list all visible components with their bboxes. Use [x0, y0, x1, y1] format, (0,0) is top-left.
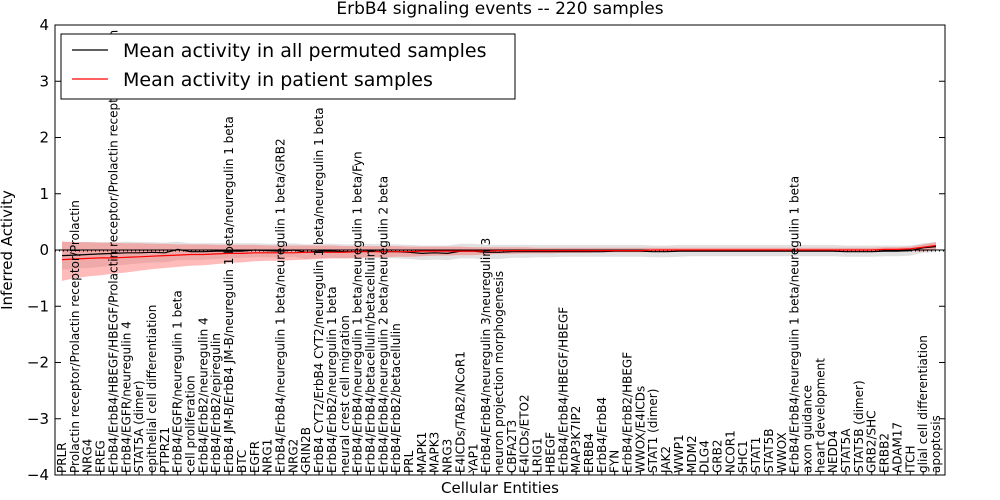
x-tick-label: PRL	[402, 450, 416, 473]
x-tick-label: ErbB4/ErbB4/neuregulin 1 beta/neuregulin…	[788, 176, 802, 473]
x-tick-label: neuron projection morphogenesis	[492, 271, 506, 473]
x-tick-label: ERBB4	[582, 433, 596, 473]
x-axis-label: Cellular Entities	[441, 479, 559, 497]
x-tick-label: ErbB4/EGFR/neuregulin 4	[119, 321, 133, 473]
x-tick-label: SHC1	[736, 440, 750, 473]
x-tick-label: WWOX/E4ICDs	[633, 386, 647, 473]
x-tick-label: NEDD4	[826, 430, 840, 473]
x-tick-label: HBEGF	[543, 432, 557, 473]
x-tick-label: STAT5B (dimer)	[852, 380, 866, 473]
x-tick-label: WWP1	[672, 434, 686, 473]
x-tick-label: PTPRZ1	[158, 427, 172, 473]
x-tick-label: STAT5A	[839, 428, 853, 473]
legend-label-permuted: Mean activity in all permuted samples	[123, 40, 486, 62]
y-tick-label: −1	[27, 297, 49, 315]
x-tick-label: NRG4	[81, 439, 95, 473]
x-tick-label: ADAM17	[890, 422, 904, 473]
x-tick-label: ErbB4/ErbB2/neuregulin 4	[196, 317, 210, 473]
x-tick-label: ErbB4/ErbB4/neuregulin 1 beta/neuregulin…	[274, 138, 288, 473]
x-tick-label: epithelial cell differentiation	[145, 305, 159, 473]
x-tick-label: ErbB4/ErbB2/betacellulin	[389, 323, 403, 473]
x-tick-label: GRIN2B	[299, 427, 313, 473]
x-tick-label: NCOR1	[723, 430, 737, 473]
x-tick-label: FYN	[608, 450, 622, 473]
x-tick-label: GRB2/SHC	[865, 410, 879, 473]
x-tick-label: ErbB4/ErbB4/HBEGF/HBEGF	[556, 307, 570, 473]
x-tick-label: cell proliferation	[184, 375, 198, 473]
x-tick-label: STAT5B	[762, 429, 776, 474]
x-tick-label: E4ICDs/ETO2	[518, 394, 532, 473]
x-tick-label: ErbB4/ErbB4/neuregulin 1 beta/neuregulin…	[351, 151, 365, 473]
x-tick-label: ErbB4/ErbB2/neuregulin 1 beta	[325, 286, 339, 473]
x-tick-label: STAT1	[749, 437, 763, 473]
x-tick-label: Prolactin receptor/Prolactin receptor/Pr…	[68, 200, 82, 473]
y-tick-label: 0	[39, 241, 49, 259]
x-tick-label: JAK2	[659, 446, 673, 474]
x-tick-label: MAPK3	[428, 432, 442, 473]
y-tick-label: −4	[27, 466, 49, 484]
x-tick-label: WWOX	[775, 432, 789, 473]
x-tick-label: neural crest cell migration	[338, 315, 352, 473]
x-tick-label: CBFA2T3	[505, 420, 519, 473]
x-tick-label: DLG4	[698, 440, 712, 473]
x-tick-label: ErbB4 JM-B/ErbB4 JM-B/neuregulin 1 beta/…	[222, 116, 236, 473]
x-tick-label: EGFR	[248, 441, 262, 473]
y-tick-label: 4	[39, 16, 49, 34]
x-tick-label: ErbB4/ErbB4	[595, 397, 609, 473]
y-tick-label: 1	[39, 185, 49, 203]
x-tick-label: ITCH	[903, 445, 917, 473]
x-tick-label: BTC	[235, 450, 249, 473]
y-axis-label: Inferred Activity	[0, 190, 16, 310]
x-tick-label: axon guidance	[801, 385, 815, 473]
x-tick-label: EREG	[94, 440, 108, 473]
legend-label-patient: Mean activity in patient samples	[123, 69, 433, 91]
x-tick-label: LRIG1	[531, 438, 545, 474]
legend-box	[60, 33, 516, 100]
y-tick-label: −2	[27, 354, 49, 372]
x-tick-label: STAT1 (dimer)	[646, 389, 660, 473]
y-tick-label: −3	[27, 410, 49, 428]
x-tick-label: ErbB4/EGFR/neuregulin 1 beta	[171, 290, 185, 473]
x-tick-label: ErbB4/ErbB4/HBEGF/HBEGF/Prolactin recept…	[106, 30, 120, 473]
x-tick-label: ERBB2	[878, 433, 892, 473]
series-line-0	[61, 246, 937, 257]
x-tick-label: MAP3K7IP2	[569, 406, 583, 473]
y-tick-label: 2	[39, 129, 49, 147]
x-tick-label: YAP1	[466, 444, 480, 474]
x-tick-label: NRG3	[441, 439, 455, 473]
x-tick-label: ErbB4/ErbB2/epiregulin	[209, 333, 223, 473]
x-tick-label: NRG2	[286, 439, 300, 473]
x-tick-label: STAT5A (dimer)	[132, 380, 146, 473]
x-tick-label: MDM2	[685, 435, 699, 473]
legend: Mean activity in all permuted samples Me…	[60, 33, 516, 100]
x-tick-label: E4ICDs/TAB2/NCoR1	[453, 351, 467, 473]
x-tick-label: ErbB4/ErbB4/neuregulin 2 beta/neuregulin…	[376, 176, 390, 473]
series-band-0	[62, 241, 936, 270]
y-tick-label: 3	[39, 72, 49, 90]
x-tick-label: ErbB4/ErbB2/HBEGF	[621, 352, 635, 473]
x-tick-label: GRB2	[711, 439, 725, 473]
x-tick-label: MAPK1	[415, 432, 429, 473]
chart-title: ErbB4 signaling events -- 220 samples	[336, 0, 663, 19]
x-tick-label: glial cell differentiation	[916, 335, 930, 473]
x-tick-label: heart development	[813, 358, 827, 473]
x-tick-label: ErbB4 CYT2/ErbB4 CYT2/neuregulin 1 beta/…	[312, 107, 326, 473]
x-tick-label: apoptosis	[929, 415, 943, 473]
x-tick-label: ErbB4/ErbB4/betacellulin/betacellulin	[364, 250, 378, 473]
x-tick-label: PRLR	[55, 442, 69, 473]
x-tick-label: NRG1	[261, 439, 275, 473]
x-tick-label: ErbB4/ErbB4/neuregulin 3/neuregulin 3	[479, 238, 493, 473]
series-line-1	[61, 244, 937, 261]
